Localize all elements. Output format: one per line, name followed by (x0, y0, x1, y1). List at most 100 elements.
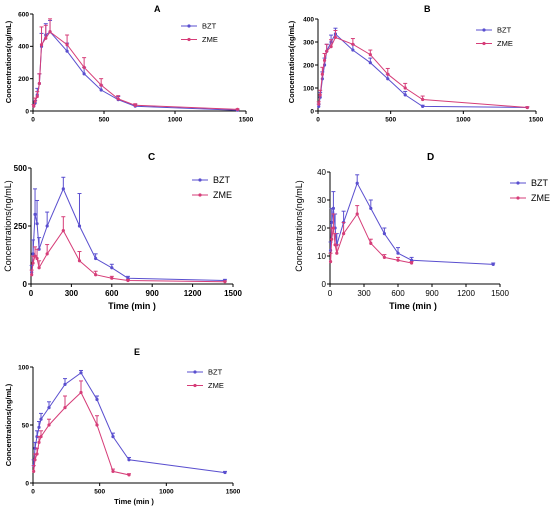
data-point-zme (318, 93, 322, 97)
data-point-zme (44, 36, 48, 40)
data-point-zme (333, 35, 338, 40)
data-point-zme (63, 406, 67, 410)
x-axis-label: Time (min ) (108, 301, 156, 311)
x-tick-label: 1500 (226, 489, 241, 496)
data-point-zme (116, 97, 120, 101)
y-tick-label: 50 (22, 422, 30, 429)
x-tick-label: 0 (31, 117, 35, 124)
data-point-zme (35, 94, 39, 99)
series-line-bzt (33, 372, 226, 474)
data-point-bzt (223, 470, 227, 475)
data-point-zme (37, 81, 41, 86)
data-point-bzt (386, 77, 390, 81)
data-point-bzt (95, 397, 99, 402)
data-point-zme (61, 229, 65, 233)
y-tick-label: 0 (25, 480, 29, 487)
data-point-zme (95, 423, 99, 427)
data-point-zme (382, 255, 386, 259)
data-point-zme (33, 254, 37, 258)
y-tick-label: 600 (18, 11, 29, 18)
x-tick-label: 1000 (456, 117, 471, 124)
x-tick-label: 1500 (529, 117, 544, 124)
y-axis-label: Concentrations(ng/mL) (287, 20, 296, 103)
data-point-bzt (330, 220, 334, 224)
data-point-zme (223, 280, 227, 284)
x-tick-label: 0 (31, 489, 35, 496)
legend-label-bzt: BZT (208, 368, 223, 377)
data-point-zme (335, 251, 339, 255)
data-point-bzt (82, 72, 86, 76)
x-axis-label: Time (min ) (389, 301, 437, 311)
data-point-zme (110, 276, 114, 280)
panel-C: C Concentrations(ng/mL) Time (min ) 0 300… (3, 152, 242, 311)
x-tick-label: 300 (65, 289, 79, 298)
y-tick-label: 40 (317, 168, 326, 177)
legend-marker (187, 24, 191, 28)
data-point-bzt (31, 252, 35, 256)
data-point-bzt (94, 256, 98, 261)
panel-D: D Concentrations(ng/mL) Time (min ) 0 300… (294, 152, 550, 311)
panel-label: E (134, 347, 140, 357)
data-point-zme (77, 259, 82, 263)
data-point-zme (35, 452, 39, 456)
x-tick-label: 500 (99, 117, 110, 124)
data-point-bzt (39, 417, 43, 421)
y-tick-label: 0 (322, 280, 327, 289)
y-axis-label: Concentrations(ng/mL) (4, 383, 13, 466)
y-tick-label: 100 (18, 364, 29, 371)
data-point-bzt (37, 425, 41, 429)
panel-B: B Concentrations(ng/mL) 0 500 1000 1500 0 100… (287, 4, 544, 124)
data-point-zme (127, 473, 131, 477)
data-point-bzt (355, 181, 359, 185)
data-point-bzt (61, 187, 65, 191)
series-line-zme (33, 391, 130, 476)
data-point-bzt (410, 258, 414, 262)
panel-E: E Concentrations(ng/mL) Time (min ) 0 500… (4, 347, 241, 506)
data-point-zme (31, 261, 35, 265)
data-point-zme (30, 273, 34, 277)
x-tick-label: 900 (425, 289, 439, 298)
data-point-bzt (382, 232, 386, 236)
data-point-zme (45, 252, 49, 256)
panel-label: C (148, 152, 155, 163)
data-point-bzt (99, 88, 103, 92)
y-tick-label: 10 (317, 252, 326, 261)
data-point-bzt (396, 251, 400, 255)
panel-label: B (424, 4, 431, 14)
y-tick-label: 0 (310, 108, 314, 115)
data-point-zme (325, 49, 329, 53)
y-tick-label: 100 (303, 85, 314, 92)
data-point-bzt (331, 206, 335, 210)
y-tick-label: 200 (303, 62, 314, 69)
data-point-bzt (47, 406, 51, 410)
data-point-zme (235, 107, 240, 111)
x-tick-label: 1500 (239, 117, 254, 124)
x-tick-label: 0 (328, 289, 333, 298)
legend-marker (482, 28, 486, 32)
data-point-bzt (79, 371, 83, 375)
y-tick-label: 30 (317, 196, 326, 205)
panel-A: A Concentrations(ng/mL) 0 500 1000 1500 0 200… (4, 4, 254, 124)
y-tick-label: 200 (18, 76, 29, 83)
data-point-bzt (110, 266, 114, 270)
data-point-bzt (35, 222, 39, 226)
data-point-zme (94, 273, 98, 277)
data-point-bzt (65, 49, 69, 53)
series-line-bzt (31, 187, 225, 281)
y-axis-label: Concentrations(ng/mL) (4, 20, 13, 103)
legend-label-bzt: BZT (202, 22, 217, 31)
y-tick-label: 0 (25, 108, 29, 115)
data-point-zme (403, 86, 407, 90)
series-line-zme (31, 229, 225, 283)
data-point-bzt (317, 104, 321, 108)
data-point-zme (39, 435, 43, 439)
data-point-zme (99, 83, 103, 87)
x-tick-label: 1500 (491, 289, 509, 298)
data-point-zme (342, 232, 346, 236)
data-point-zme (126, 278, 130, 283)
x-tick-label: 1000 (159, 489, 174, 496)
x-tick-label: 600 (391, 289, 405, 298)
data-point-bzt (127, 458, 131, 462)
legend-marker (187, 37, 191, 42)
data-point-zme (133, 103, 137, 107)
